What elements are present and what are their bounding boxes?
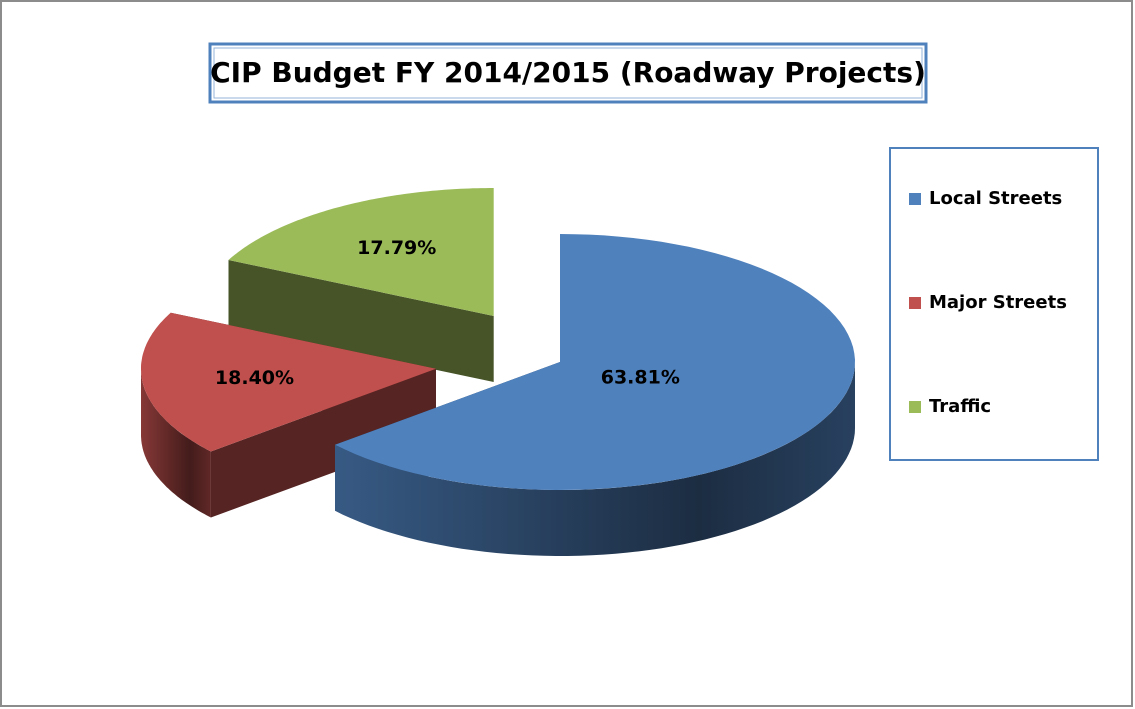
slice-top — [335, 234, 855, 490]
data-label: 63.81% — [601, 367, 680, 389]
legend: Local Streets Major Streets Traffic — [909, 188, 1067, 417]
legend-swatch — [909, 401, 921, 413]
slice-side — [228, 260, 494, 382]
slice-wall — [335, 362, 855, 556]
title-box — [208, 42, 928, 104]
data-label: 18.40% — [215, 367, 294, 389]
slice-top — [228, 188, 494, 316]
data-label: 17.79% — [357, 237, 436, 259]
legend-box — [889, 147, 1099, 461]
legend-swatch — [909, 193, 921, 205]
slice: 17.79% — [228, 188, 494, 382]
legend-label: Traffic — [929, 396, 991, 417]
slice-top — [141, 312, 436, 452]
pie: 17.79% 18.40% 63.81% — [141, 188, 855, 556]
slice-wall — [141, 368, 211, 518]
legend-swatch — [909, 297, 921, 309]
chart-title: CIP Budget FY 2014/2015 (Roadway Project… — [210, 56, 926, 89]
title-box-inner — [213, 47, 923, 99]
slice: 63.81% — [335, 234, 855, 556]
legend-label: Major Streets — [929, 292, 1067, 313]
legend-label: Local Streets — [929, 188, 1062, 209]
slice: 18.40% — [141, 312, 436, 518]
